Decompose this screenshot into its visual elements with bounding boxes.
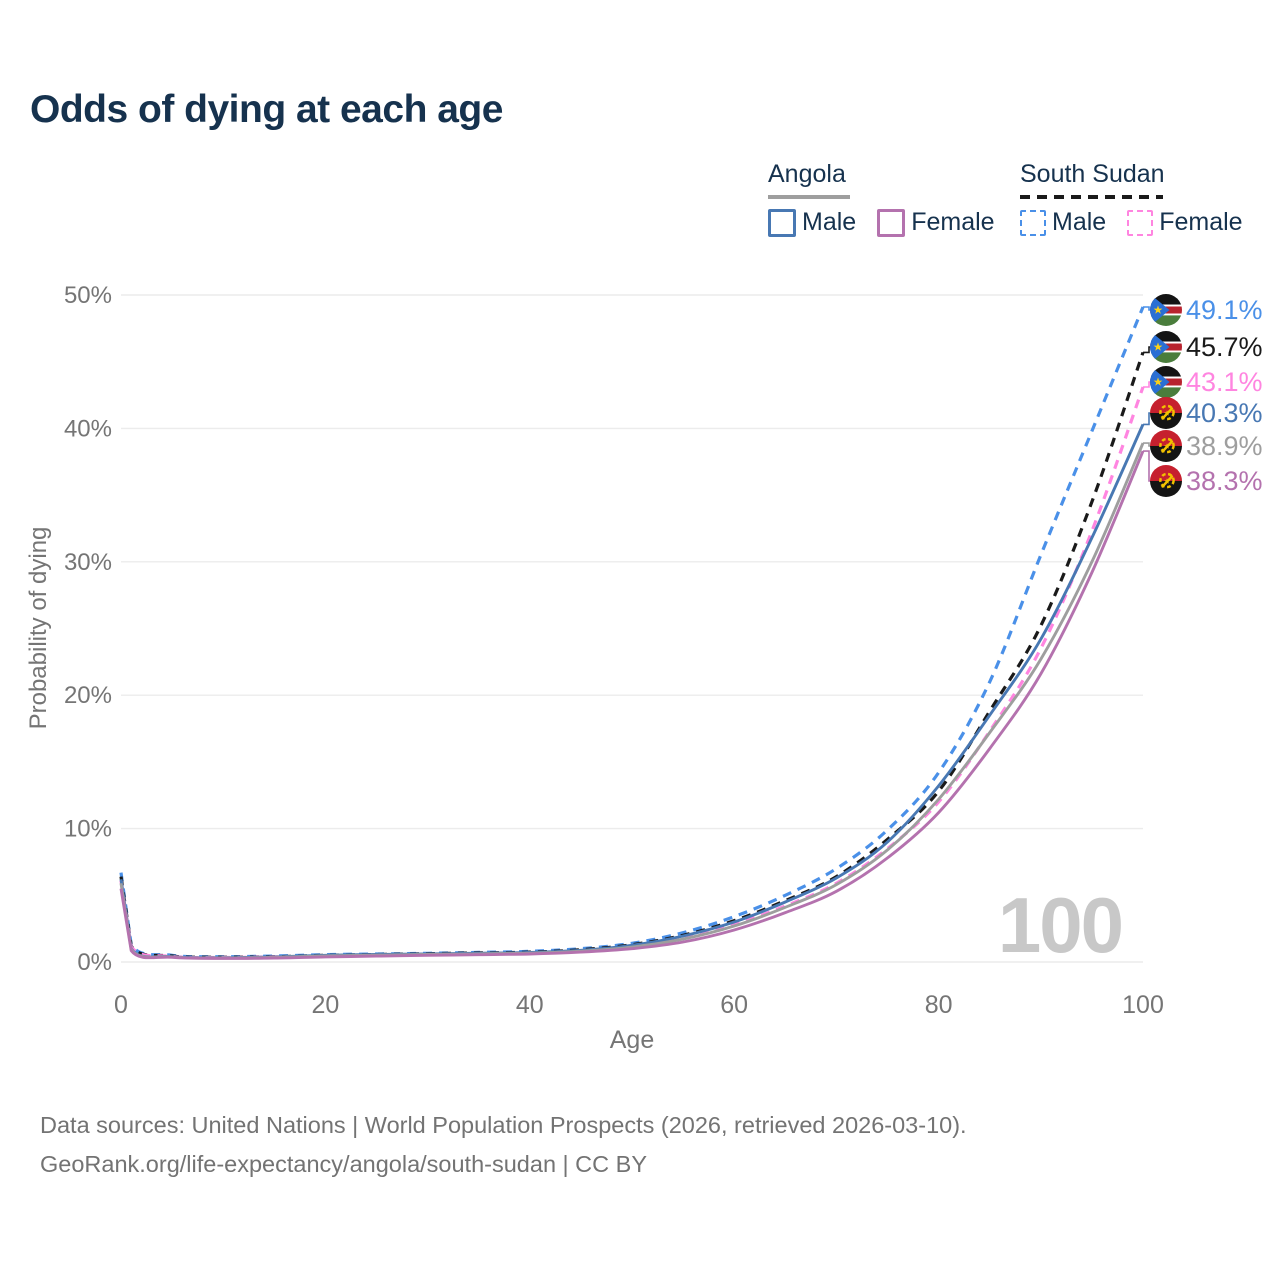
south-sudan-male-label: Male [1052, 208, 1107, 236]
end-label-south-sudan-total: 45.7% [1143, 331, 1263, 363]
end-value-label: 38.3% [1186, 466, 1263, 496]
series-line-angola-total[interactable] [119, 442, 1145, 960]
y-tick-label: 30% [64, 549, 112, 576]
page-title: Odds of dying at each age [30, 88, 503, 131]
south-sudan-flag-icon [1150, 366, 1182, 398]
x-axis-tick-labels: 0 20 40 60 80 100 [114, 991, 1164, 1019]
series-line-angola-female[interactable] [119, 450, 1145, 960]
x-tick-label: 0 [114, 991, 128, 1019]
series-end-labels: 49.1% 45.7% 43.1%40.3%38.9% 38.3% [1143, 294, 1263, 497]
end-value-label: 43.1% [1186, 367, 1263, 397]
x-axis-title: Age [610, 1026, 654, 1054]
legend-group-angola: Angola Male Female [768, 160, 1016, 237]
x-tick-label: 20 [311, 991, 339, 1019]
south-sudan-female-checkbox[interactable] [1127, 209, 1154, 236]
end-label-south-sudan-female: 43.1% [1143, 366, 1263, 398]
angola-male-checkbox[interactable] [768, 208, 796, 237]
footer-attribution: Data sources: United Nations | World Pop… [40, 1106, 967, 1184]
end-label-angola-total: 38.9% [1143, 430, 1263, 462]
footer-data-sources: Data sources: United Nations | World Pop… [40, 1112, 967, 1138]
series-line-south-sudan-total[interactable] [119, 351, 1145, 959]
y-tick-label: 40% [64, 415, 112, 442]
angola-flag-icon [1150, 430, 1182, 462]
legend-country-south-sudan[interactable]: South Sudan [1020, 160, 1165, 188]
south-sudan-male-checkbox[interactable] [1020, 209, 1046, 236]
footer-url[interactable]: GeoRank.org/life-expectancy/angola/south… [40, 1151, 647, 1177]
legend-item-south-sudan-male[interactable]: Male [1020, 208, 1106, 237]
legend-item-angola-male[interactable]: Male [768, 208, 856, 237]
y-tick-label: 0% [77, 949, 112, 976]
legend-item-angola-female[interactable]: Female [877, 208, 995, 237]
legend-group-south-sudan: South Sudan Male Female [1020, 160, 1264, 237]
end-label-south-sudan-male: 49.1% [1143, 294, 1263, 326]
angola-male-label: Male [802, 208, 857, 236]
series-line-south-sudan-male[interactable] [119, 306, 1145, 959]
south-sudan-female-label: Female [1159, 208, 1243, 236]
y-tick-label: 20% [64, 682, 112, 709]
angola-flag-icon [1150, 465, 1182, 497]
end-label-angola-male: 40.3% [1143, 397, 1263, 429]
x-tick-label: 40 [516, 991, 544, 1019]
age-counter-watermark: 100 [998, 881, 1122, 969]
y-axis-title: Probability of dying [25, 527, 52, 730]
angola-female-checkbox[interactable] [877, 208, 906, 237]
end-value-label: 45.7% [1186, 332, 1263, 362]
x-tick-label: 60 [720, 991, 748, 1019]
x-tick-label: 80 [925, 991, 953, 1019]
angola-line-style-swatch [768, 195, 850, 199]
end-label-angola-female: 38.3% [1143, 450, 1263, 497]
south-sudan-flag-icon [1150, 331, 1182, 363]
angola-female-label: Female [911, 208, 995, 236]
end-value-label: 38.9% [1186, 431, 1263, 461]
y-tick-label: 50% [64, 282, 112, 309]
end-value-label: 40.3% [1186, 398, 1263, 428]
y-tick-label: 10% [64, 816, 112, 843]
south-sudan-line-style-swatch [1020, 195, 1163, 199]
legend-country-angola[interactable]: Angola [768, 160, 846, 188]
end-value-label: 49.1% [1186, 295, 1263, 325]
angola-flag-icon [1150, 397, 1182, 429]
south-sudan-flag-icon [1150, 294, 1182, 326]
gridlines [121, 294, 1143, 963]
series-line-south-sudan-female[interactable] [119, 386, 1145, 960]
series-lines [119, 306, 1145, 960]
y-axis-tick-labels: 0% 10% 20% 30% 40% 50% [64, 282, 112, 976]
x-tick-label: 100 [1122, 991, 1164, 1019]
legend-item-south-sudan-female[interactable]: Female [1127, 208, 1243, 237]
series-line-angola-male[interactable] [119, 423, 1145, 960]
